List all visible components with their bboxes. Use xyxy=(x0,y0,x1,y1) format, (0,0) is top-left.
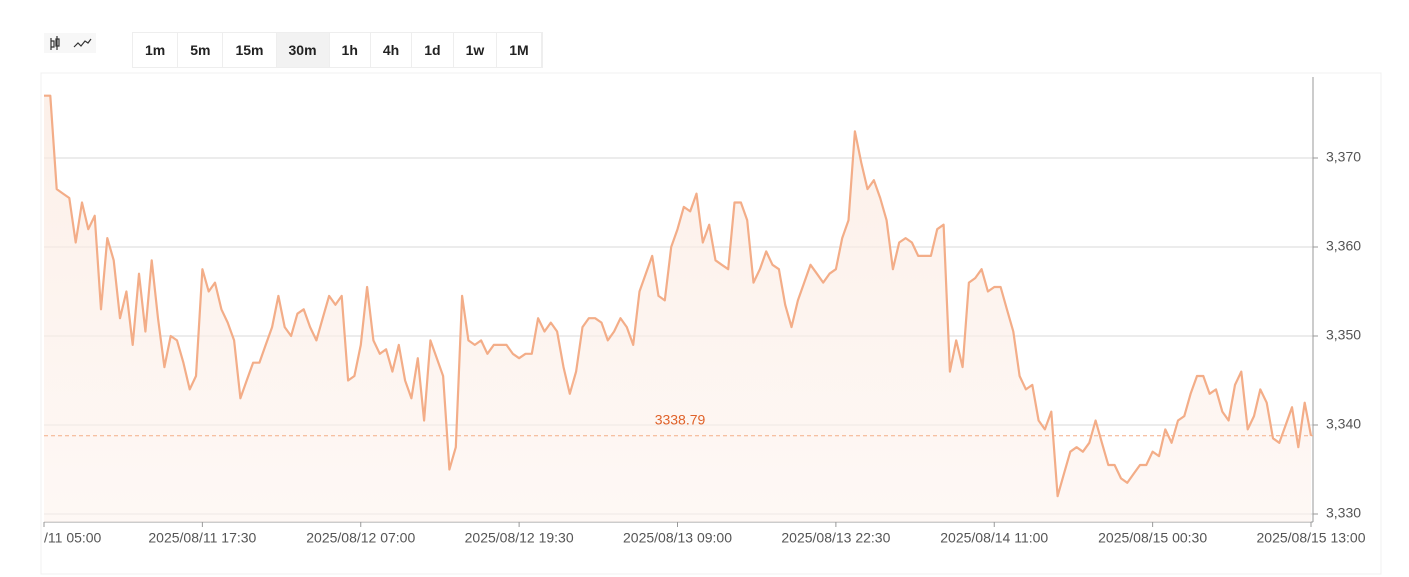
x-tick-label: 2025/08/14 11:00 xyxy=(940,530,1048,546)
x-tick-label: /11 05:00 xyxy=(44,530,102,546)
x-tick-label: 2025/08/13 22:30 xyxy=(781,530,890,546)
interval-button[interactable]: 1w xyxy=(454,33,498,67)
x-tick-label: 2025/08/13 09:00 xyxy=(623,530,732,546)
y-tick-label: 3,330 xyxy=(1326,505,1361,521)
interval-button[interactable]: 1M xyxy=(497,33,542,67)
interval-button[interactable]: 1h xyxy=(330,33,371,67)
chart-type-icons[interactable] xyxy=(44,33,96,53)
interval-button[interactable]: 15m xyxy=(223,33,277,67)
y-tick-label: 3,360 xyxy=(1326,238,1361,254)
interval-button[interactable]: 30m xyxy=(276,33,330,67)
area-fill xyxy=(44,95,1311,522)
interval-bar: 1m 5m 15m 30m 1h 4h 1d 1w 1M xyxy=(132,32,543,68)
x-tick-label: 2025/08/12 07:00 xyxy=(306,530,415,546)
x-tick-label: 2025/08/11 17:30 xyxy=(148,530,256,546)
y-tick-label: 3,350 xyxy=(1326,327,1361,343)
y-tick-label: 3,370 xyxy=(1326,149,1361,165)
interval-button[interactable]: 5m xyxy=(178,33,224,67)
last-price-label: 3338.79 xyxy=(655,411,706,427)
chart-frame xyxy=(40,72,1382,575)
interval-button[interactable]: 4h xyxy=(371,33,413,67)
interval-button[interactable]: 1d xyxy=(412,33,454,67)
x-tick-label: 2025/08/15 00:30 xyxy=(1098,530,1207,546)
x-tick-label: 2025/08/12 19:30 xyxy=(465,530,574,546)
y-tick-label: 3,340 xyxy=(1326,416,1361,432)
price-line xyxy=(44,94,1313,498)
interval-button[interactable]: 1m xyxy=(133,33,179,67)
x-tick-label: 2025/08/15 13:00 xyxy=(1257,530,1366,546)
